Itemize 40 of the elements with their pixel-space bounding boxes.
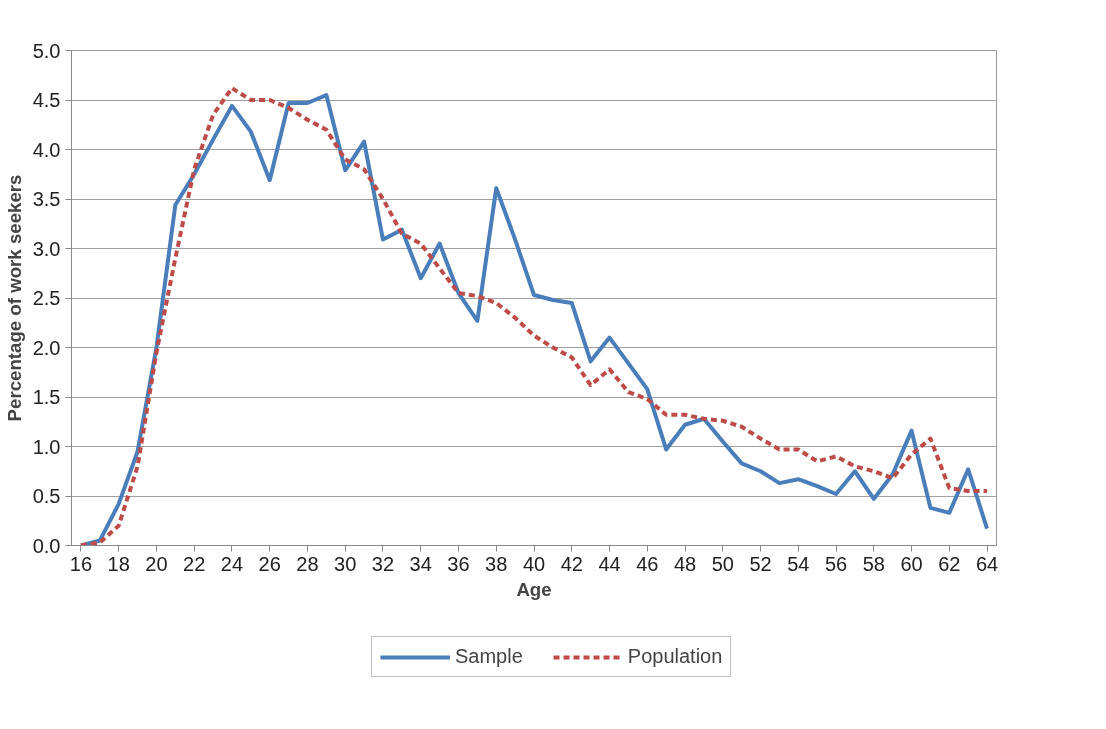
- x-tick-label: 18: [107, 552, 130, 575]
- x-tick-label: 48: [673, 552, 697, 575]
- x-tick-label: 38: [485, 552, 508, 575]
- x-tick-label: 26: [258, 552, 281, 575]
- y-tick-label: 4.5: [32, 89, 61, 111]
- y-tick-label: 5.0: [32, 39, 61, 62]
- y-tick-label: 2.5: [32, 287, 61, 309]
- x-tick-label: 42: [560, 552, 583, 575]
- y-tick-label: 1.5: [32, 386, 61, 408]
- x-tick-label: 36: [447, 552, 470, 575]
- x-tick-label: 24: [220, 552, 244, 575]
- y-tick-label: 3.5: [32, 188, 61, 210]
- x-tick-label: 34: [409, 552, 432, 575]
- legend-label: Sample: [455, 645, 523, 668]
- x-tick-label: 62: [938, 552, 961, 575]
- x-tick-label: 20: [145, 552, 168, 575]
- x-tick-label: 46: [636, 552, 659, 575]
- y-tick-label: 0.0: [32, 534, 61, 557]
- y-tick-label: 4.0: [32, 138, 61, 161]
- y-tick-label: 1.0: [32, 435, 61, 458]
- x-tick-label: 56: [824, 552, 848, 575]
- y-axis-title: Percentage of work seekers: [3, 174, 25, 422]
- legend-label: Population: [627, 645, 723, 668]
- x-tick-label: 50: [711, 552, 734, 575]
- y-tick-label: 3.0: [32, 237, 61, 260]
- y-tick-label: 0.5: [32, 485, 61, 507]
- x-tick-label: 64: [975, 552, 999, 575]
- x-tick-label: 22: [183, 552, 206, 575]
- x-tick-label: 58: [862, 552, 885, 575]
- x-tick-label: 32: [371, 552, 395, 575]
- x-tick-label: 30: [334, 552, 357, 575]
- x-tick-label: 16: [69, 552, 93, 575]
- x-tick-label: 40: [522, 552, 546, 575]
- y-tick-label: 2.0: [32, 336, 61, 359]
- x-axis-title: Age: [516, 578, 552, 600]
- x-tick-label: 54: [787, 552, 810, 575]
- x-tick-label: 44: [598, 552, 621, 575]
- x-tick-label: 60: [900, 552, 923, 575]
- x-tick-label: 52: [749, 552, 772, 575]
- x-tick-label: 28: [296, 552, 319, 575]
